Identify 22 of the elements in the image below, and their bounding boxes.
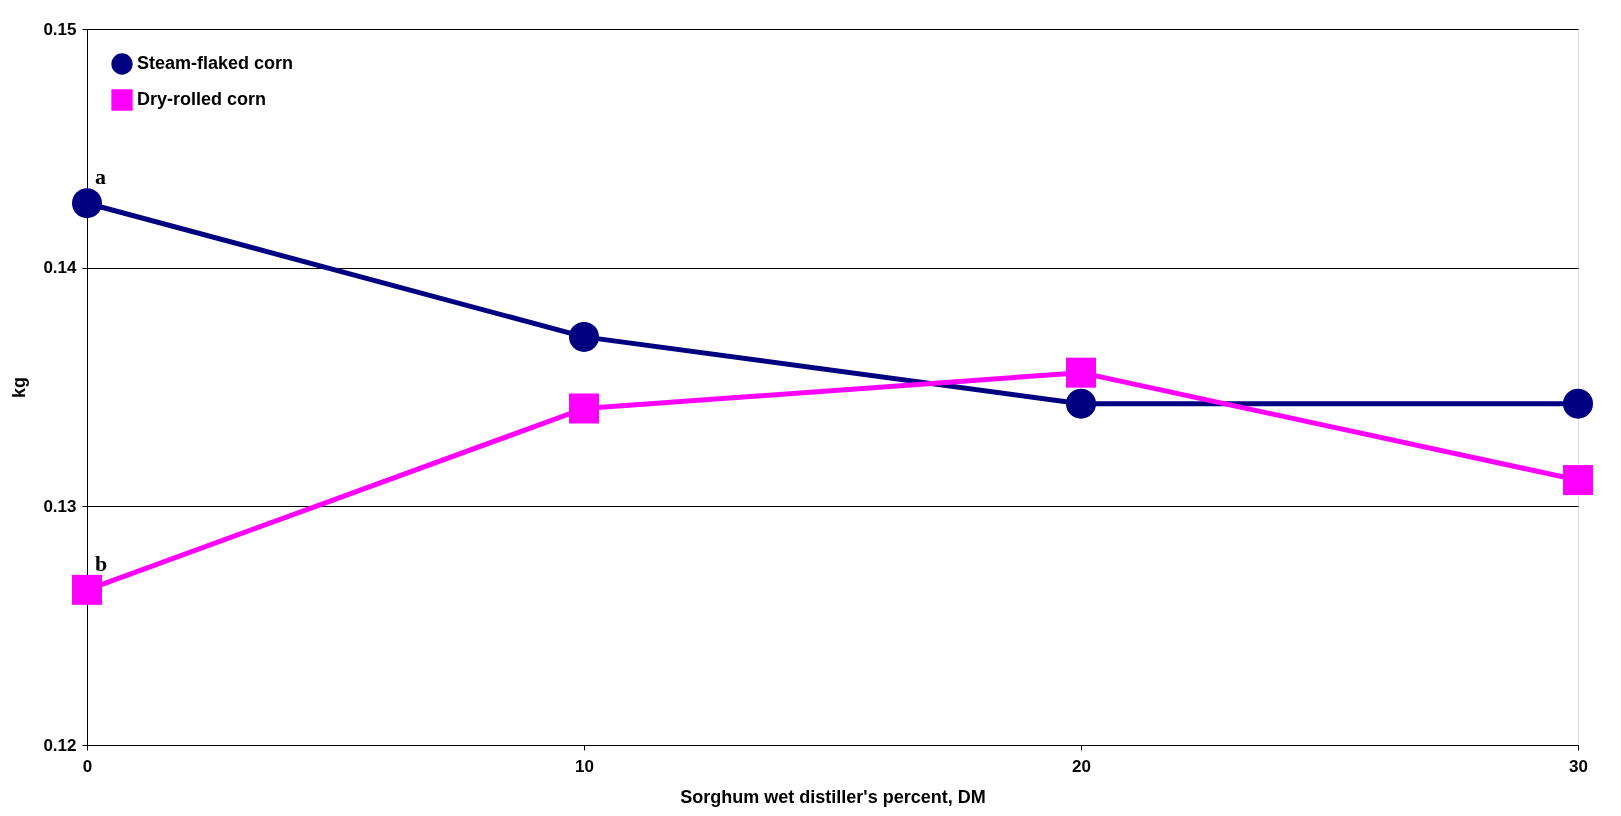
- point: [72, 574, 102, 605]
- x-tick-label: 10: [575, 756, 594, 776]
- y-tick-label: 0.15: [43, 19, 77, 39]
- x-tick-label: 30: [1569, 756, 1588, 776]
- annotation: b: [95, 550, 108, 576]
- y-tick-label: 0.14: [43, 258, 78, 278]
- x-tick-label: 20: [1072, 756, 1091, 776]
- point: [569, 321, 599, 352]
- y-tick-label: 0.12: [43, 735, 77, 755]
- point: [1066, 388, 1096, 419]
- point: [1066, 357, 1096, 388]
- point: [569, 393, 599, 424]
- y-axis-title: kg: [9, 376, 30, 399]
- point: [1563, 465, 1593, 496]
- x-axis-title: Sorghum wet distiller's percent, DM: [680, 786, 986, 807]
- point: [1563, 388, 1593, 419]
- legend-label: Dry-rolled corn: [137, 89, 267, 109]
- point: [72, 188, 102, 219]
- annotation: a: [95, 164, 106, 190]
- x-tick-label: 0: [82, 756, 93, 776]
- y-tick-label: 0.13: [43, 496, 77, 516]
- legend-label: Steam-flaked corn: [137, 53, 294, 73]
